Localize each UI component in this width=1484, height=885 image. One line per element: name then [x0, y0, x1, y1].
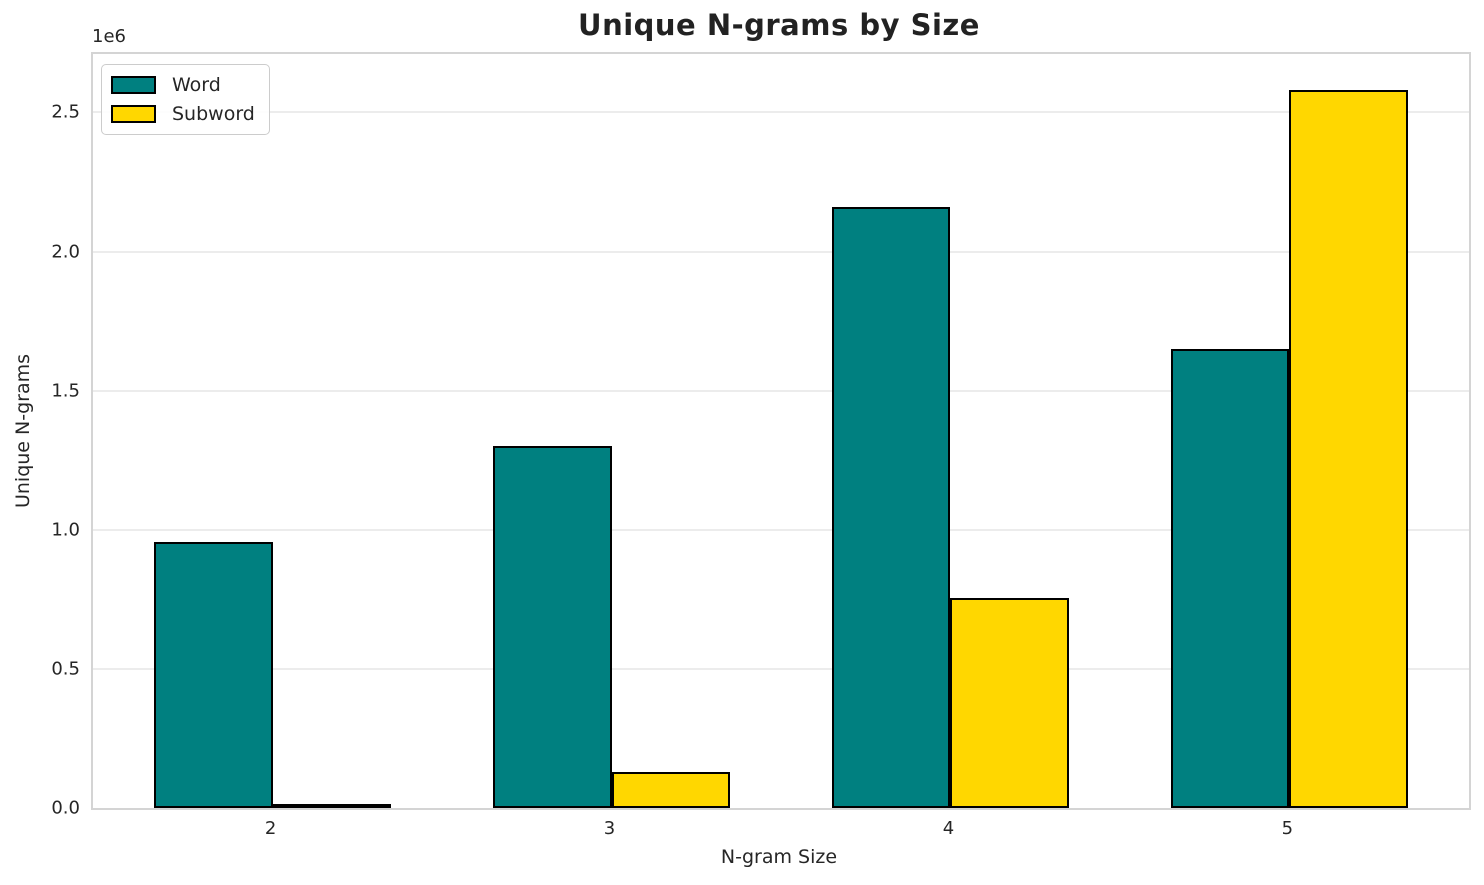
bar-subword-5	[1289, 90, 1408, 808]
y-axis-ticks: 0.0 0.5 1.0 1.5 2.0 2.5	[0, 54, 80, 819]
x-axis-label: N-gram Size	[720, 846, 838, 868]
y-axis-offset-label: 1e6	[92, 26, 126, 47]
y-tick-label: 0.5	[51, 658, 80, 680]
legend-swatch-word-icon	[111, 76, 156, 94]
x-tick-label: 2	[264, 818, 277, 839]
y-tick-label: 2.5	[51, 101, 80, 123]
gridline	[93, 389, 1469, 392]
legend-item-word: Word	[111, 74, 255, 96]
bar-word-4	[831, 207, 951, 808]
y-tick-label: 2.0	[51, 241, 80, 263]
legend-label-word: Word	[172, 74, 221, 96]
bar-word-5	[1170, 348, 1290, 808]
bar-subword-3	[611, 771, 731, 808]
y-tick-label: 1.0	[51, 519, 80, 541]
gridline	[93, 111, 1469, 114]
bar-subword-2	[272, 803, 392, 808]
y-tick-label: 0.0	[51, 797, 80, 819]
x-tick-label: 3	[603, 818, 616, 839]
x-axis-ticks: 2 3 4 5	[91, 818, 1467, 844]
legend-item-subword: Subword	[111, 103, 255, 125]
bar-word-3	[492, 446, 612, 808]
gridline	[93, 528, 1469, 531]
bar-subword-4	[950, 597, 1070, 808]
gridline	[93, 667, 1469, 670]
x-tick-label: 5	[1281, 818, 1294, 839]
y-tick-label: 1.5	[51, 380, 80, 402]
gridline	[93, 250, 1469, 253]
legend-swatch-subword-icon	[111, 105, 156, 123]
chart-title: Unique N-grams by Size	[578, 8, 980, 42]
bar-word-2	[154, 542, 273, 808]
legend: Word Subword	[101, 64, 270, 135]
legend-label-subword: Subword	[172, 103, 255, 125]
x-tick-label: 4	[942, 818, 955, 839]
plot-area: Word Subword	[91, 52, 1471, 810]
